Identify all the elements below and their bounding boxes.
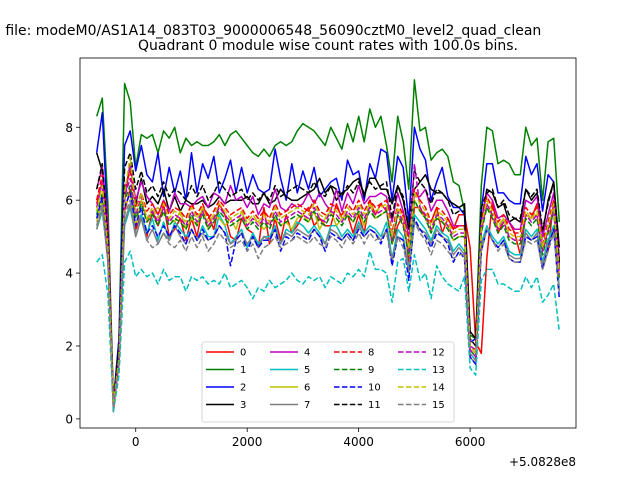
x-offset-label: +5.0828e8 (509, 455, 576, 469)
axes-frame (79, 57, 577, 429)
series-line-14 (95, 155, 561, 406)
legend-label-6: 6 (304, 383, 310, 394)
y-tick-label: 0 (65, 412, 73, 426)
legend-label-9: 9 (368, 365, 374, 376)
legend-label-3: 3 (240, 400, 246, 411)
series-line-0 (95, 181, 561, 413)
y-tick-label: 6 (65, 194, 73, 208)
series-line-8 (95, 170, 561, 406)
legend-label-8: 8 (368, 348, 374, 359)
legend-label-1: 1 (240, 365, 246, 376)
series-layer (95, 79, 561, 413)
series-line-2 (95, 111, 561, 406)
legend-label-7: 7 (304, 400, 310, 411)
legend-label-10: 10 (368, 383, 381, 394)
chart-title: Quadrant 0 module wise count rates with … (138, 38, 518, 54)
y-tick-label: 4 (65, 267, 73, 281)
x-tick-label: 0 (132, 435, 140, 449)
legend-label-14: 14 (432, 383, 445, 394)
y-tick-label: 8 (65, 121, 73, 135)
legend-label-2: 2 (240, 383, 246, 394)
series-line-11 (95, 152, 561, 406)
legend-label-4: 4 (304, 348, 310, 359)
figure-suptitle: n file: modeM0/AS1A14_083T03_9000006548_… (0, 23, 541, 39)
series-line-13 (96, 250, 561, 413)
legend-label-12: 12 (432, 348, 445, 359)
tick-layer: 0 2000 4000 6000 0 2 4 6 8 (65, 121, 485, 449)
legend-box (201, 341, 455, 423)
legend-label-15: 15 (432, 400, 445, 411)
series-line-9 (95, 184, 561, 406)
series-line-1 (95, 79, 561, 402)
series-line-15 (95, 199, 561, 409)
series-line-10 (95, 192, 561, 409)
legend-label-11: 11 (368, 400, 381, 411)
legend-label-0: 0 (240, 348, 246, 359)
x-tick-label: 6000 (455, 435, 486, 449)
legend-label-5: 5 (304, 365, 310, 376)
x-tick-label: 2000 (232, 435, 263, 449)
series-line-12 (95, 162, 561, 409)
legend-label-13: 13 (432, 365, 445, 376)
x-tick-label: 4000 (343, 435, 374, 449)
y-tick-label: 2 (65, 339, 73, 353)
